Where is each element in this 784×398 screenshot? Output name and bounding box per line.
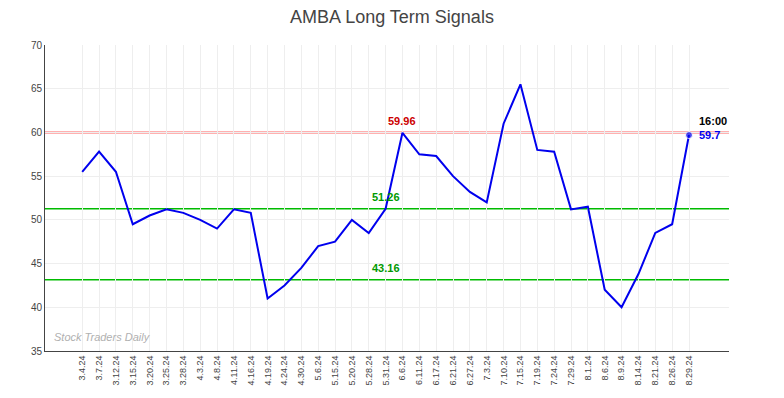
- svg-text:8.26.24: 8.26.24: [667, 356, 677, 386]
- svg-text:5.20.24: 5.20.24: [347, 356, 357, 386]
- svg-text:70: 70: [31, 40, 43, 51]
- svg-text:5.6.24: 5.6.24: [313, 356, 323, 381]
- svg-text:4.8.24: 4.8.24: [212, 356, 222, 381]
- svg-text:Stock Traders Daily: Stock Traders Daily: [54, 331, 151, 343]
- svg-text:4.19.24: 4.19.24: [263, 356, 273, 386]
- svg-text:4.16.24: 4.16.24: [246, 356, 256, 386]
- svg-text:7.15.24: 7.15.24: [515, 356, 525, 386]
- svg-text:3.4.24: 3.4.24: [77, 356, 87, 381]
- svg-text:3.12.24: 3.12.24: [111, 356, 121, 386]
- svg-text:3.7.24: 3.7.24: [94, 356, 104, 381]
- svg-text:7.10.24: 7.10.24: [499, 356, 509, 386]
- svg-text:4.24.24: 4.24.24: [279, 356, 289, 386]
- svg-text:3.20.24: 3.20.24: [145, 356, 155, 386]
- svg-text:8.9.24: 8.9.24: [617, 356, 627, 381]
- svg-text:4.11.24: 4.11.24: [229, 356, 239, 385]
- svg-text:8.1.24: 8.1.24: [583, 356, 593, 381]
- svg-text:40: 40: [31, 302, 43, 313]
- svg-text:16:00: 16:00: [699, 115, 727, 127]
- svg-text:5.15.24: 5.15.24: [330, 356, 340, 386]
- svg-text:3.28.24: 3.28.24: [178, 356, 188, 386]
- svg-text:45: 45: [31, 258, 43, 269]
- svg-text:7.19.24: 7.19.24: [532, 356, 542, 386]
- svg-text:7.3.24: 7.3.24: [482, 356, 492, 381]
- svg-text:6.17.24: 6.17.24: [431, 356, 441, 386]
- svg-text:7.24.24: 7.24.24: [549, 356, 559, 386]
- svg-text:59.7: 59.7: [699, 129, 720, 141]
- svg-text:AMBA Long Term Signals: AMBA Long Term Signals: [290, 7, 494, 27]
- svg-text:5.28.24: 5.28.24: [364, 356, 374, 386]
- svg-text:8.29.24: 8.29.24: [684, 356, 694, 386]
- svg-text:3.25.24: 3.25.24: [161, 356, 171, 386]
- svg-text:51.26: 51.26: [372, 191, 400, 203]
- svg-text:5.31.24: 5.31.24: [381, 356, 391, 386]
- svg-text:8.21.24: 8.21.24: [650, 356, 660, 386]
- svg-text:4.30.24: 4.30.24: [296, 356, 306, 386]
- svg-text:6.11.24: 6.11.24: [414, 356, 424, 385]
- svg-text:55: 55: [31, 171, 43, 182]
- svg-text:6.21.24: 6.21.24: [448, 356, 458, 386]
- svg-text:50: 50: [31, 214, 43, 225]
- svg-text:65: 65: [31, 83, 43, 94]
- svg-text:4.3.24: 4.3.24: [195, 356, 205, 381]
- svg-text:35: 35: [31, 346, 43, 357]
- svg-text:59.96: 59.96: [388, 115, 416, 127]
- svg-text:8.14.24: 8.14.24: [633, 356, 643, 386]
- svg-text:6.6.24: 6.6.24: [397, 356, 407, 381]
- svg-text:8.6.24: 8.6.24: [600, 356, 610, 381]
- svg-text:7.29.24: 7.29.24: [566, 356, 576, 386]
- svg-text:60: 60: [31, 127, 43, 138]
- svg-text:43.16: 43.16: [372, 262, 400, 274]
- svg-text:3.15.24: 3.15.24: [128, 356, 138, 386]
- svg-text:6.27.24: 6.27.24: [465, 356, 475, 386]
